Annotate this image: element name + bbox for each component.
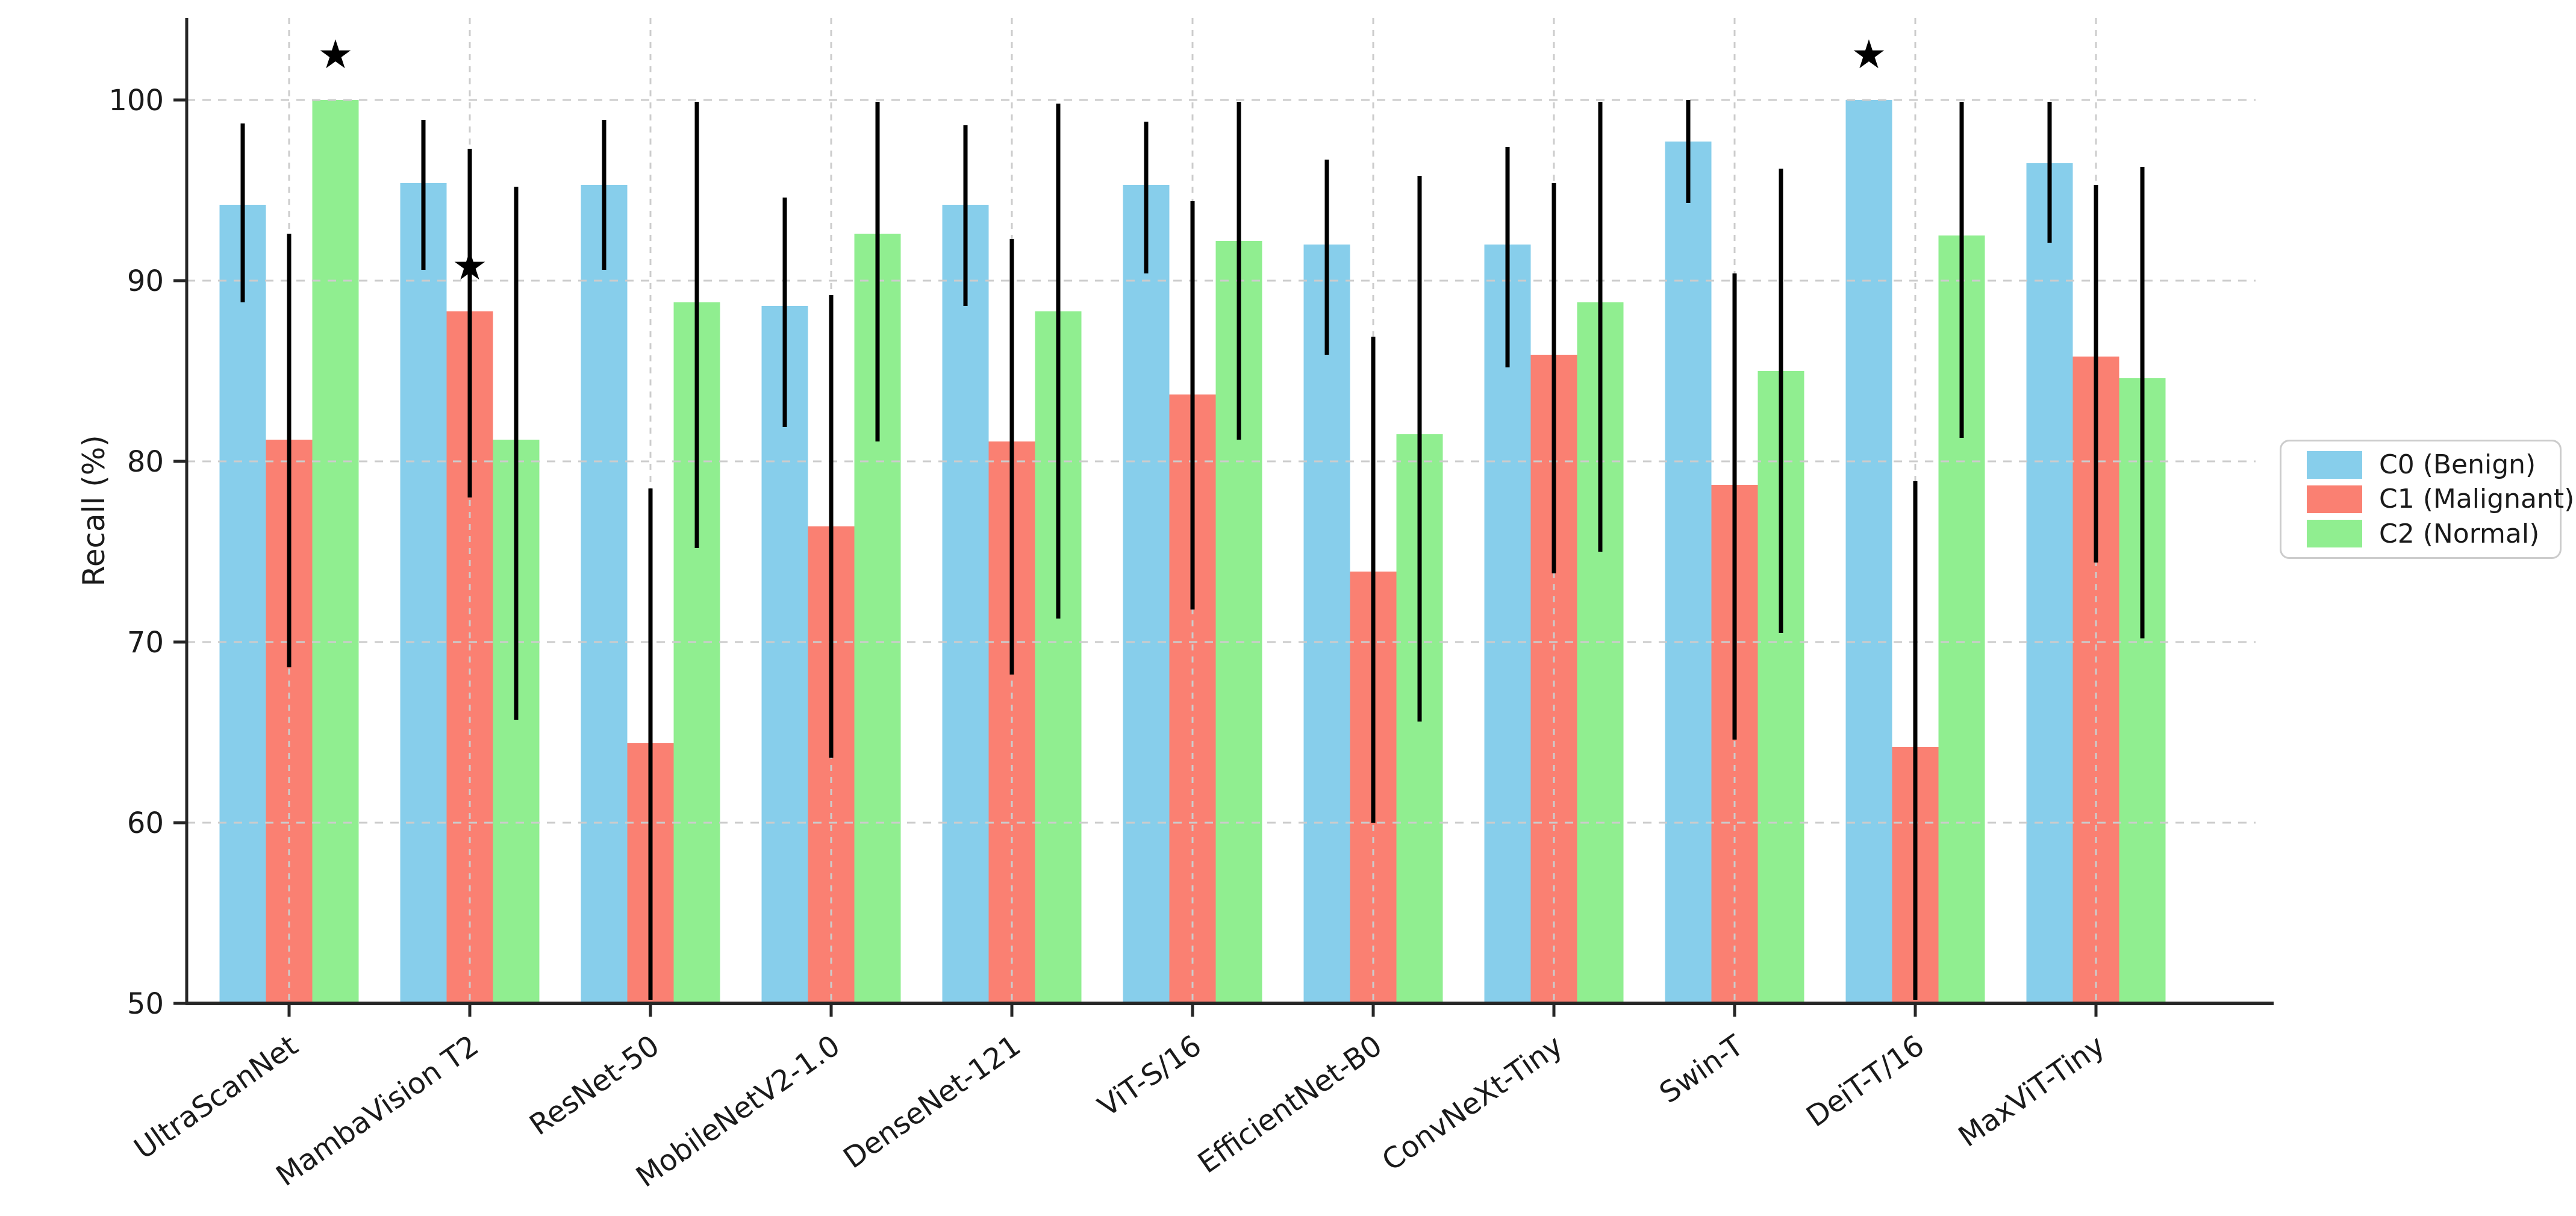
x-tick-label-densenet-121: DenseNet-121 (837, 1029, 1026, 1176)
legend-label-c0-benign: C0 (Benign) (2379, 449, 2536, 481)
legend-label-c1-malignant: C1 (Malignant) (2379, 484, 2575, 515)
x-tick-label-vit-s-16: ViT-S/16 (1092, 1029, 1208, 1124)
legend-item-c0-benign: C0 (Benign) (2281, 449, 2560, 480)
y-tick-label-50: 50 (127, 987, 164, 1021)
bar-c0-benign-mambavision-t2 (400, 183, 447, 1003)
y-axis-label: Recall (%) (76, 435, 111, 587)
y-tick-label-60: 60 (127, 806, 164, 840)
bar-c0-benign-convnext-tiny (1484, 245, 1531, 1003)
bar-c0-benign-deit-t-16 (1845, 100, 1892, 1003)
x-tick-label-efficientnet-b0: EfficientNet-B0 (1192, 1029, 1388, 1180)
legend-swatch-c0-benign (2307, 451, 2362, 479)
x-tick-label-deit-t-16: DeiT-T/16 (1800, 1029, 1930, 1133)
significance-star-ultrascannet: ★ (317, 31, 353, 78)
x-tick-label-mambavision-t2: MambaVision T2 (270, 1029, 485, 1193)
significance-star-deit-t-16: ★ (1851, 31, 1886, 78)
bar-c0-benign-ultrascannet (219, 205, 266, 1003)
legend-swatch-c1-malignant (2307, 485, 2362, 513)
legend-label-c2-normal: C2 (Normal) (2379, 518, 2540, 549)
legend-swatch-c2-normal (2307, 520, 2362, 548)
bar-c0-benign-resnet-50 (581, 185, 628, 1003)
bar-c0-benign-densenet-121 (942, 205, 989, 1003)
y-tick-label-70: 70 (127, 626, 164, 659)
y-tick-label-80: 80 (127, 445, 164, 479)
bar-c0-benign-efficientnet-b0 (1303, 245, 1350, 1003)
bar-c0-benign-maxvit-tiny (2026, 163, 2073, 1003)
bar-c2-normal-ultrascannet (312, 100, 359, 1003)
bar-c0-benign-vit-s-16 (1123, 185, 1170, 1003)
x-tick-label-swin-t: Swin-T (1653, 1029, 1750, 1111)
legend-item-c1-malignant: C1 (Malignant) (2281, 484, 2574, 514)
x-tick-label-ultrascannet: UltraScanNet (128, 1029, 304, 1166)
x-tick-label-maxvit-tiny: MaxViT-Tiny (1953, 1029, 2111, 1154)
x-tick-label-convnext-tiny: ConvNeXt-Tiny (1376, 1029, 1569, 1178)
y-tick-label-90: 90 (127, 264, 164, 298)
bar-c0-benign-swin-t (1665, 142, 1712, 1003)
x-tick-label-resnet-50: ResNet-50 (523, 1029, 666, 1142)
significance-star-mambavision-t2: ★ (452, 243, 487, 289)
legend-item-c2-normal: C2 (Normal) (2281, 519, 2560, 549)
legend-box: C0 (Benign) C1 (Malignant) C2 (Normal) (2280, 440, 2574, 559)
y-tick-label-100: 100 (108, 84, 164, 117)
